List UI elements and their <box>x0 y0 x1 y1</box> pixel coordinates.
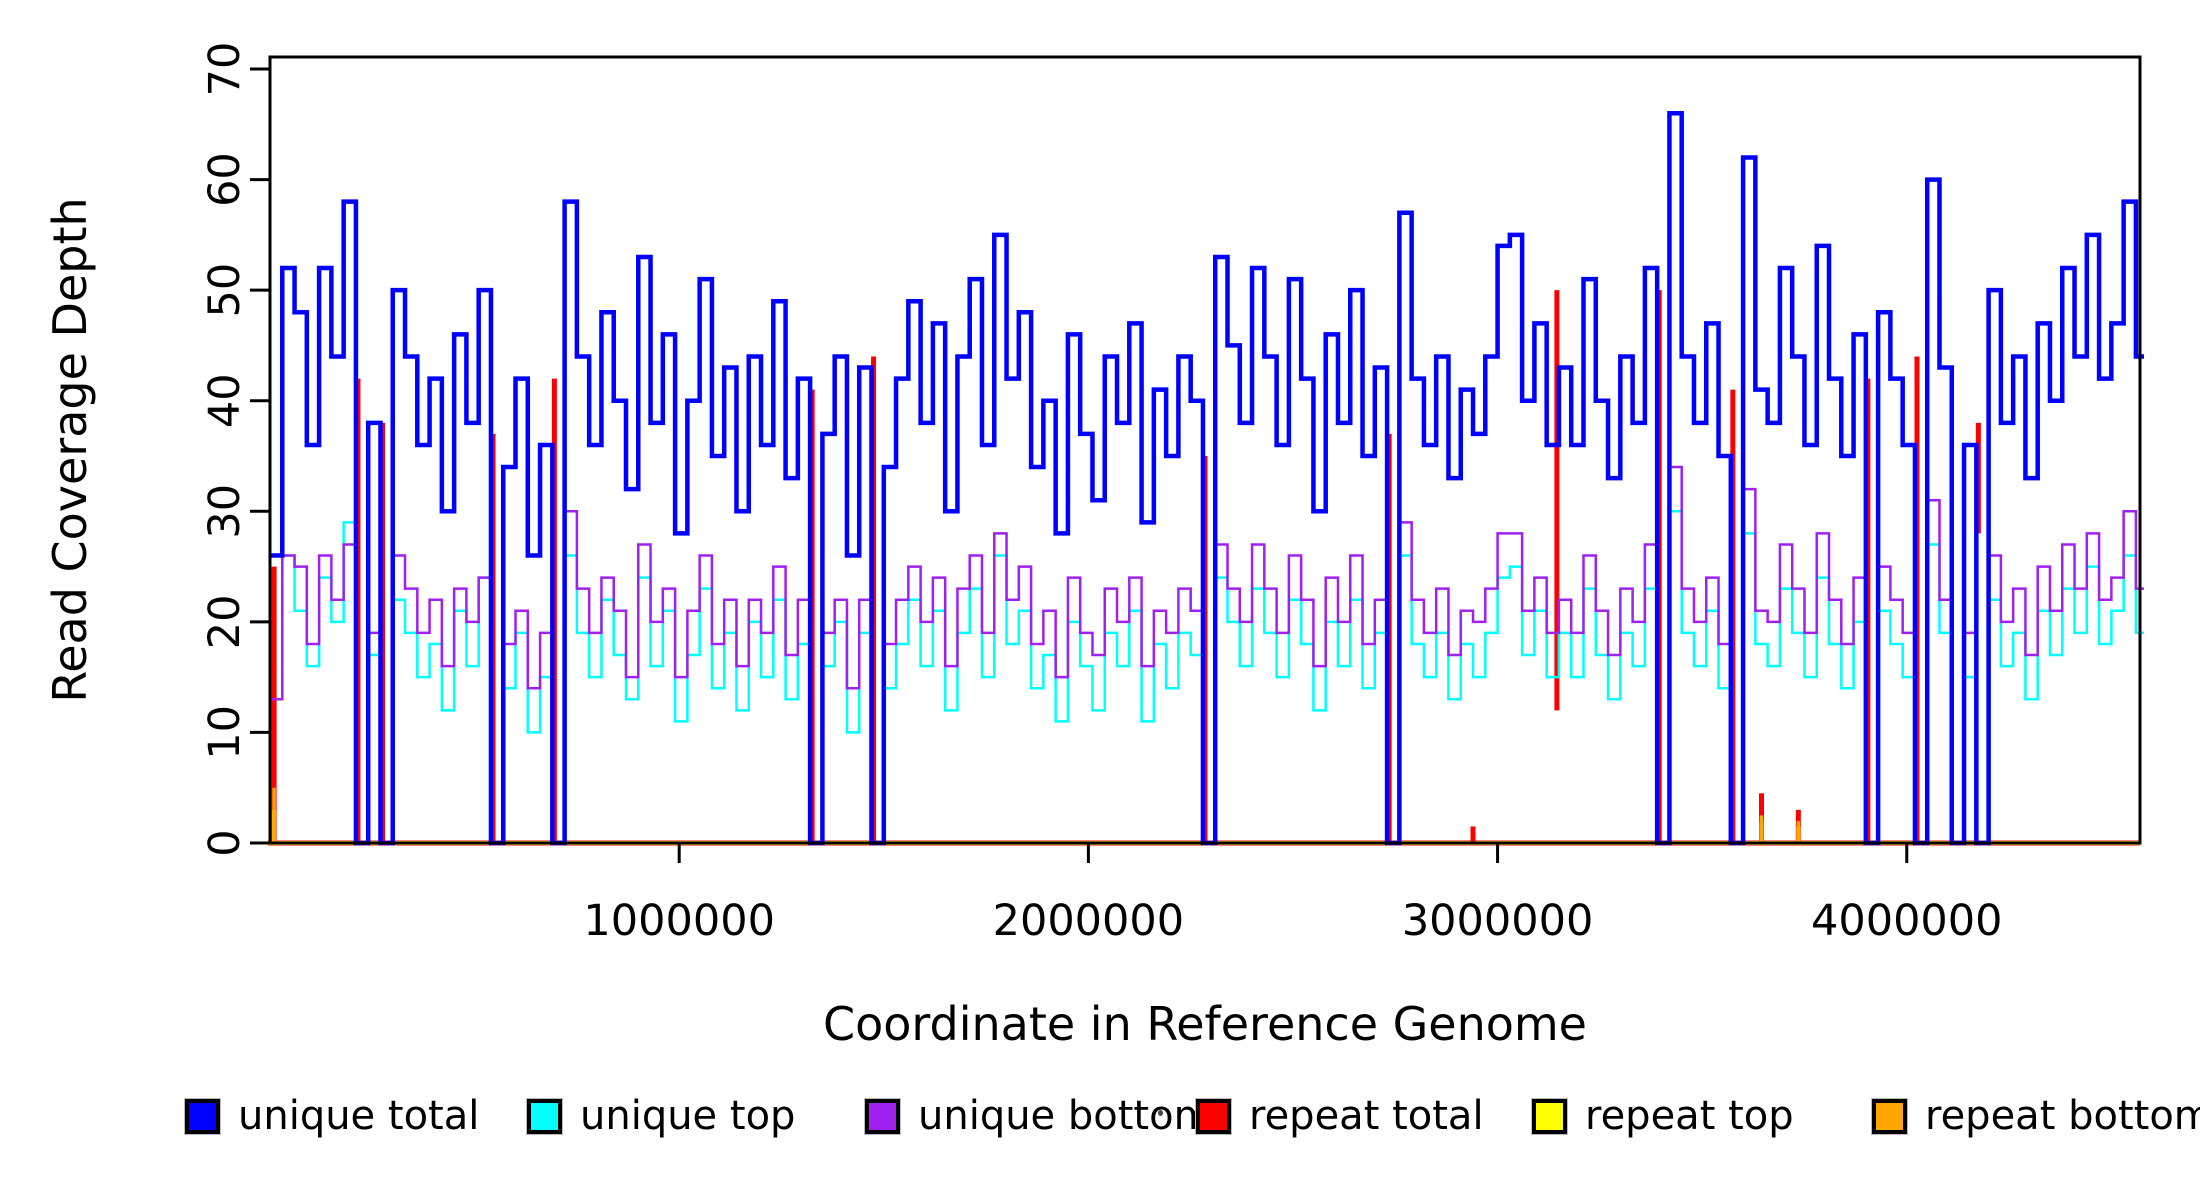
legend: unique total unique top unique bottom repea… <box>0 1088 2200 1148</box>
x-tick-label: 4000000 <box>1811 896 2003 946</box>
legend-swatch-repeat-bottom <box>1872 1098 1907 1134</box>
legend-item-unique-bottom: unique bottom <box>865 1088 1213 1144</box>
legend-swatch-unique-top <box>527 1098 562 1134</box>
y-tick-label: 10 <box>200 705 250 760</box>
legend-swatch-unique-total <box>185 1098 220 1134</box>
legend-label-unique-total: unique total <box>238 1093 480 1139</box>
x-tick-label: 1000000 <box>583 896 775 946</box>
stray-mark <box>1158 1110 1163 1116</box>
legend-label-repeat-total: repeat total <box>1249 1093 1484 1139</box>
y-tick-label: 20 <box>200 594 250 649</box>
legend-item-unique-total: unique total <box>185 1088 479 1144</box>
legend-swatch-repeat-top <box>1532 1098 1567 1134</box>
y-tick-label: 0 <box>200 829 250 856</box>
y-tick-label: 60 <box>200 152 250 207</box>
legend-item-repeat-total: repeat total <box>1196 1088 1484 1144</box>
y-tick-label: 70 <box>200 42 250 97</box>
legend-item-repeat-bottom: repeat bottom <box>1872 1088 2200 1144</box>
axes: 0 10 20 30 40 50 60 70 1000000 2000000 3000000 4000… <box>200 42 2002 946</box>
y-tick-label: 50 <box>200 263 250 318</box>
plot-area <box>268 110 2144 846</box>
legend-label-repeat-top: repeat top <box>1585 1093 1794 1139</box>
x-tick-label: 2000000 <box>993 896 1185 946</box>
x-axis-title: Coordinate in Reference Genome <box>823 997 1587 1051</box>
unique-total-step-line <box>270 110 2144 846</box>
x-tick-label: 3000000 <box>1402 896 1594 946</box>
y-tick-label: 40 <box>200 373 250 428</box>
legend-item-repeat-top: repeat top <box>1532 1088 1794 1144</box>
legend-label-unique-bottom: unique bottom <box>918 1093 1213 1139</box>
legend-swatch-unique-bottom <box>865 1098 900 1134</box>
legend-swatch-repeat-total <box>1196 1098 1231 1134</box>
plot-box <box>268 55 2142 845</box>
y-tick-label: 30 <box>200 484 250 539</box>
legend-item-unique-top: unique top <box>527 1088 795 1144</box>
legend-label-repeat-bottom: repeat bottom <box>1925 1093 2200 1139</box>
y-axis-title: Read Coverage Depth <box>43 197 97 702</box>
legend-label-unique-top: unique top <box>580 1093 796 1139</box>
